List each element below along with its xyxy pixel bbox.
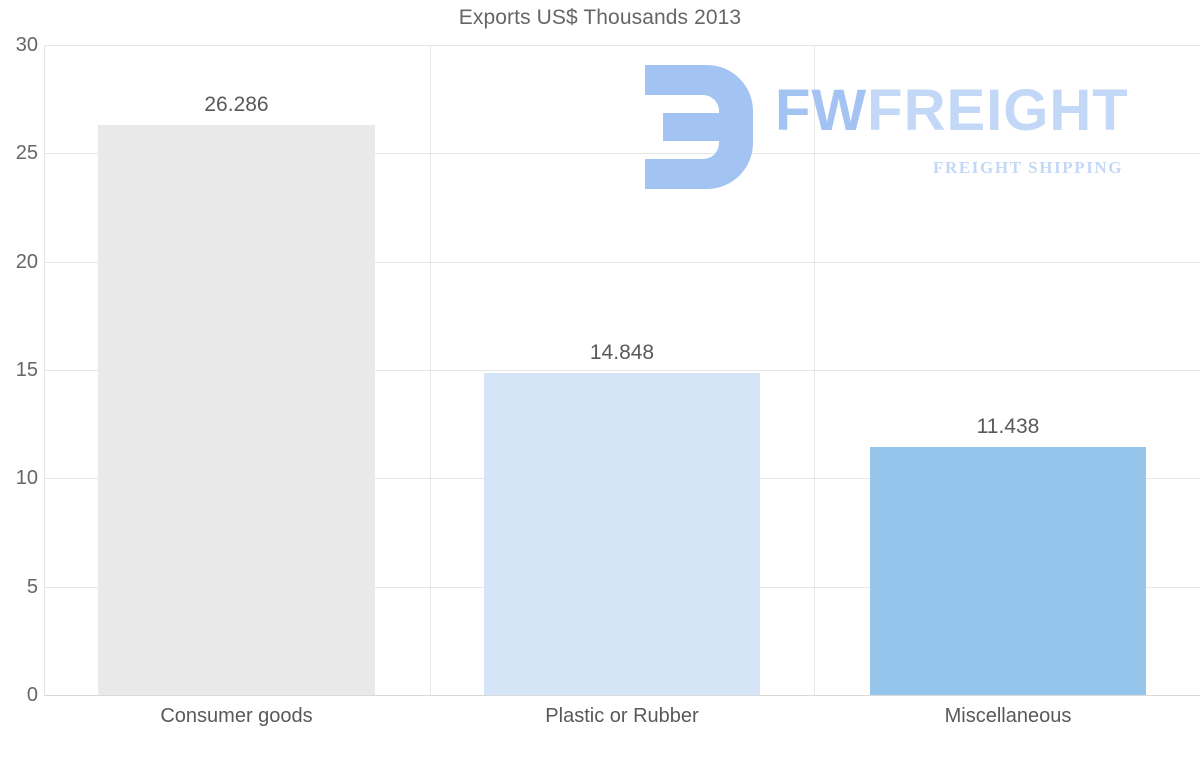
chart-title: Exports US$ Thousands 2013 — [458, 6, 742, 29]
y-tick-5: 5 — [26, 576, 38, 598]
x-label-miscellaneous: Miscellaneous — [944, 705, 1072, 727]
gridline-20 — [44, 262, 1200, 263]
y-axis: 30 25 20 15 10 5 0 — [0, 0, 38, 763]
bar-value-consumer-goods: 26.286 — [204, 93, 269, 117]
gridline-15 — [44, 370, 1200, 371]
bar-value-miscellaneous: 11.438 — [976, 415, 1040, 439]
category-separator-2 — [814, 45, 815, 695]
gridline-0 — [44, 695, 1200, 696]
gridline-25 — [44, 153, 1200, 154]
x-label-plastic-or-rubber: Plastic or Rubber — [545, 705, 699, 727]
y-tick-10: 10 — [15, 467, 38, 489]
y-tick-25: 25 — [15, 142, 38, 164]
y-tick-15: 15 — [15, 359, 38, 381]
bar-plastic-or-rubber[interactable] — [484, 373, 760, 695]
plot-area: 26.286 14.848 11.438 — [44, 45, 1200, 696]
y-tick-30: 30 — [15, 34, 38, 56]
gridline-30 — [44, 45, 1200, 46]
y-tick-20: 20 — [15, 251, 38, 273]
category-separator-1 — [430, 45, 431, 695]
bar-value-plastic-or-rubber: 14.848 — [589, 341, 655, 365]
y-tick-0: 0 — [26, 684, 38, 706]
bar-consumer-goods[interactable] — [98, 125, 375, 695]
x-label-consumer-goods: Consumer goods — [160, 705, 313, 727]
bar-miscellaneous[interactable] — [870, 447, 1146, 695]
